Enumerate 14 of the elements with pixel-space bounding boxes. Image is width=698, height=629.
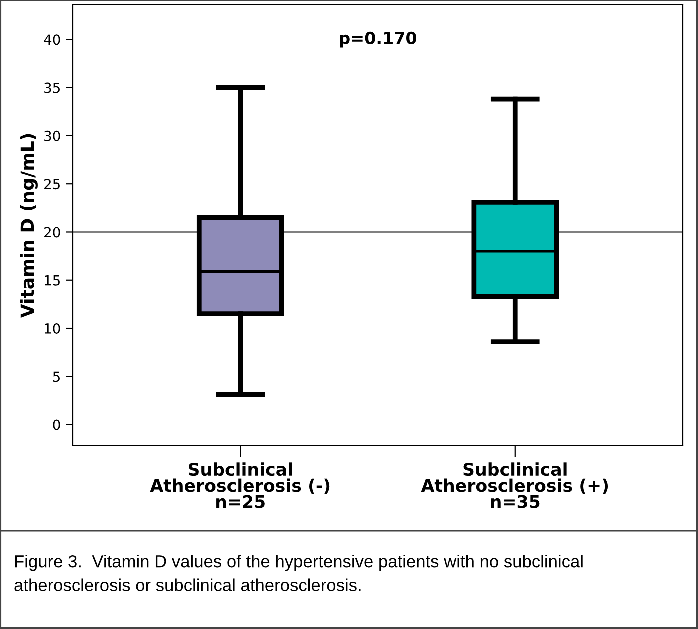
y-tick-label: 30 (44, 130, 60, 142)
y-tick-label: 35 (44, 82, 60, 94)
y-tick-label: 15 (45, 276, 60, 286)
x-tick-label: Subclinical Atherosclerosis (+) n=35 (421, 462, 608, 508)
y-tick-label: 25 (44, 179, 60, 190)
annotation: p=0.170 (340, 32, 417, 48)
y-tick-label: 40 (44, 34, 60, 46)
x-tick-label: Subclinical Atherosclerosis (-) n=25 (150, 462, 330, 508)
caption: Figure 3. Vitamin D values of the hypertensive patients with no subclinical atherosclerosis or subclinical atherosclerosis. (14, 555, 583, 592)
y-axis-title: Vitamin D (ng/mL) (20, 134, 38, 318)
y-tick-label: 10 (45, 323, 60, 334)
y-tick-label: 5 (53, 372, 60, 382)
y-tick-label: 0 (53, 420, 60, 430)
y-tick-label: 20 (44, 227, 60, 238)
